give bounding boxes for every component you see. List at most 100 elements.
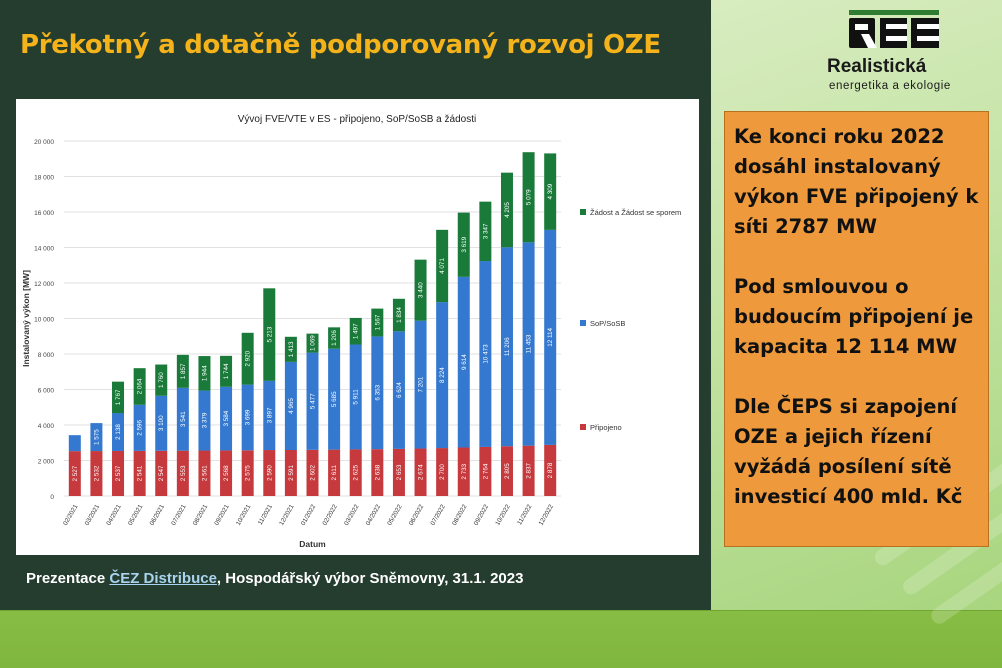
bar-segment xyxy=(68,451,81,496)
data-label: 4 965 xyxy=(288,398,295,414)
data-label: 2 527 xyxy=(72,465,79,481)
data-label: 6 353 xyxy=(374,384,381,400)
slide-title: Překotný a dotačně podporovaný rozvoj OZ… xyxy=(20,30,661,60)
bar-segment xyxy=(176,387,189,451)
data-label: 2 602 xyxy=(310,465,317,481)
y-tick-label: 6 000 xyxy=(38,388,55,395)
data-label: 1 857 xyxy=(180,363,187,379)
x-tick-label: 06/2021 xyxy=(149,503,167,527)
source-link[interactable]: ČEZ Distribuce xyxy=(109,570,217,587)
data-label: 6 624 xyxy=(396,382,403,398)
bar-segment xyxy=(263,380,276,451)
bar-segment xyxy=(371,449,384,496)
data-label: 10 473 xyxy=(482,344,489,364)
content-panel: Překotný a dotačně podporovaný rozvoj OZ… xyxy=(0,0,711,610)
x-tick-label: 10/2022 xyxy=(494,503,512,527)
bar-segment xyxy=(522,445,535,496)
data-label: 8 224 xyxy=(439,367,446,383)
bar-segment xyxy=(349,344,362,450)
x-tick-label: 10/2021 xyxy=(235,503,253,527)
data-label: 2 625 xyxy=(353,464,360,480)
data-label: 2 575 xyxy=(245,465,252,481)
info-paragraph-investment: Dle ČEPS si zapojení OZE a jejich řízení… xyxy=(734,395,963,508)
legend-label: Žádost a Žádost se sporem xyxy=(590,208,681,217)
data-label: 2 700 xyxy=(439,464,446,480)
data-label: 2 878 xyxy=(547,462,554,478)
x-tick-label: 04/2022 xyxy=(365,503,383,527)
data-label: 1 206 xyxy=(331,330,338,346)
bar-segment xyxy=(306,352,319,450)
bar-segment xyxy=(479,201,492,262)
bar-segment xyxy=(457,276,470,448)
x-tick-label: 07/2021 xyxy=(170,503,188,527)
bar-segment xyxy=(349,449,362,496)
bar-segment xyxy=(155,364,168,396)
data-label: 2 653 xyxy=(396,464,403,480)
data-label: 11 206 xyxy=(504,337,511,356)
data-label: 2 638 xyxy=(374,464,381,480)
y-tick-label: 10 000 xyxy=(34,317,54,324)
chart-container: Vývoj FVE/VTE v ES - připojeno, SoP/SoSB… xyxy=(16,99,699,555)
bar-segment xyxy=(198,450,211,496)
bar-segment xyxy=(392,448,405,496)
x-tick-label: 11/2022 xyxy=(516,503,533,526)
bar-segment xyxy=(457,212,470,277)
ree-logo-icon xyxy=(849,10,939,48)
data-label: 1 567 xyxy=(374,314,381,330)
data-label: 3 897 xyxy=(266,407,273,423)
data-label: 2 837 xyxy=(526,462,533,478)
bar-segment xyxy=(544,444,557,496)
data-label: 3 440 xyxy=(418,282,425,298)
info-box: Ke konci roku 2022 dosáhl instalovaný vý… xyxy=(724,111,989,547)
data-label: 2 138 xyxy=(115,424,122,440)
bar-segment xyxy=(112,381,125,414)
data-label: 1 767 xyxy=(115,389,122,405)
bar-segment xyxy=(133,450,146,496)
data-label: 5 477 xyxy=(310,393,317,409)
bar-segment xyxy=(328,348,341,450)
data-label: 12 114 xyxy=(547,328,554,347)
bar-segment xyxy=(241,450,254,496)
legend-label: Připojeno xyxy=(590,423,622,432)
data-label: 2 596 xyxy=(137,419,144,435)
y-tick-label: 0 xyxy=(50,494,54,501)
x-tick-label: 02/2022 xyxy=(321,503,339,527)
data-label: 2 541 xyxy=(137,465,144,481)
bar-segment xyxy=(133,368,146,405)
x-tick-label: 09/2021 xyxy=(213,503,231,527)
data-label: 9 614 xyxy=(461,354,468,370)
data-label: 11 453 xyxy=(526,334,533,353)
legend-label: SoP/SoSB xyxy=(590,319,625,328)
bar-segment xyxy=(544,153,557,230)
bar-segment xyxy=(349,317,362,345)
data-label: 1 744 xyxy=(223,363,230,379)
data-label: 3 619 xyxy=(461,236,468,252)
info-paragraph-contracted: Pod smlouvou o budoucím připojení je kap… xyxy=(734,275,974,358)
data-label: 7 201 xyxy=(418,376,425,392)
bar-segment xyxy=(436,302,449,449)
data-label: 2 674 xyxy=(418,464,425,480)
data-label: 2 764 xyxy=(482,463,489,479)
data-label: 3 379 xyxy=(201,412,208,428)
x-tick-label: 07/2022 xyxy=(429,503,447,527)
y-tick-label: 2 000 xyxy=(38,459,55,466)
x-tick-label: 01/2022 xyxy=(300,503,318,527)
footer-band xyxy=(0,610,1002,668)
source-suffix: , Hospodářský výbor Sněmovny, 31.1. 2023 xyxy=(216,570,524,587)
x-tick-label: 05/2022 xyxy=(386,503,404,527)
data-label: 2 805 xyxy=(504,463,511,479)
y-tick-label: 18 000 xyxy=(34,175,54,182)
x-tick-label: 12/2021 xyxy=(278,503,296,527)
x-axis-label: Datum xyxy=(299,539,326,549)
data-label: 2 920 xyxy=(245,350,252,366)
data-label: 4 309 xyxy=(547,183,554,199)
bar-segment xyxy=(522,152,535,243)
bar-segment xyxy=(220,355,233,387)
bar-segment xyxy=(68,435,81,452)
info-paragraph-installed: Ke konci roku 2022 dosáhl instalovaný vý… xyxy=(734,125,979,238)
bar-segment xyxy=(457,447,470,496)
bar-segment xyxy=(198,356,211,391)
bar-segment xyxy=(414,448,427,496)
stacked-bar-chart: Vývoj FVE/VTE v ES - připojeno, SoP/SoSB… xyxy=(21,114,681,549)
bar-segment xyxy=(306,449,319,496)
